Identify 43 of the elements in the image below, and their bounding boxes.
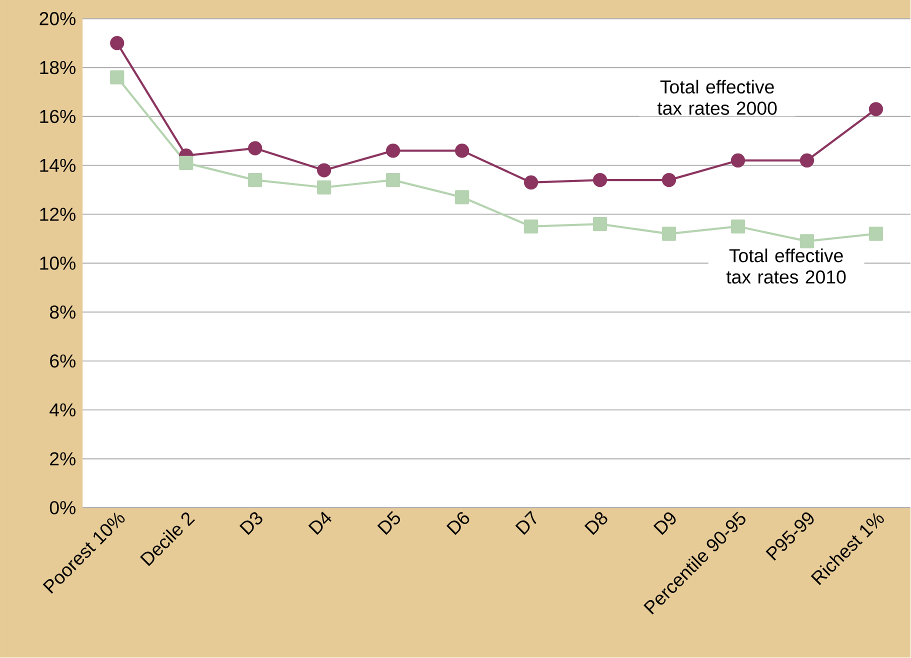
- point: [592, 173, 608, 188]
- point: [454, 190, 470, 204]
- y-tick-label: 0%: [50, 501, 76, 514]
- x-tick-label: D6: [446, 512, 470, 536]
- point: [248, 141, 262, 156]
- y-tick-label: 12%: [40, 208, 76, 222]
- point: [592, 217, 608, 232]
- point: [386, 144, 400, 158]
- point: [800, 234, 814, 248]
- point: [179, 156, 194, 170]
- x-tick-label: D9: [653, 512, 676, 536]
- y-tick-label: 8%: [50, 306, 76, 319]
- point: [800, 154, 814, 168]
- point: [868, 226, 884, 242]
- x-tick-label: D5: [377, 511, 400, 535]
- point: [110, 70, 124, 85]
- y-tick-label: 20%: [40, 12, 76, 26]
- y-tick-label: 14%: [40, 159, 76, 172]
- y-tick-label: 10%: [40, 256, 76, 270]
- x-tick-label: D8: [584, 512, 608, 536]
- y-tick-label: 6%: [50, 354, 76, 368]
- text: Total effective tax rates 2000: [657, 80, 777, 116]
- point: [317, 180, 332, 195]
- x-tick-label: D4: [308, 512, 332, 535]
- y-tick-label: 2%: [50, 452, 76, 466]
- point: [317, 163, 332, 178]
- x-tick-label: D7: [515, 510, 536, 535]
- y-tick-label: 18%: [40, 61, 76, 74]
- point: [454, 144, 470, 158]
- point: [868, 102, 884, 116]
- point: [248, 173, 262, 188]
- point: [524, 220, 538, 234]
- point: [730, 220, 746, 234]
- y-tick-label: 16%: [40, 110, 76, 124]
- y-tick-label: 4%: [50, 404, 76, 417]
- point: [730, 154, 746, 168]
- point: [662, 173, 676, 188]
- point: [110, 36, 124, 50]
- series-label: Total effective tax rates 2010: [726, 248, 846, 284]
- point: [524, 176, 538, 190]
- x-tick-label: D3: [239, 512, 262, 536]
- point: [662, 226, 676, 242]
- point: [386, 173, 400, 188]
